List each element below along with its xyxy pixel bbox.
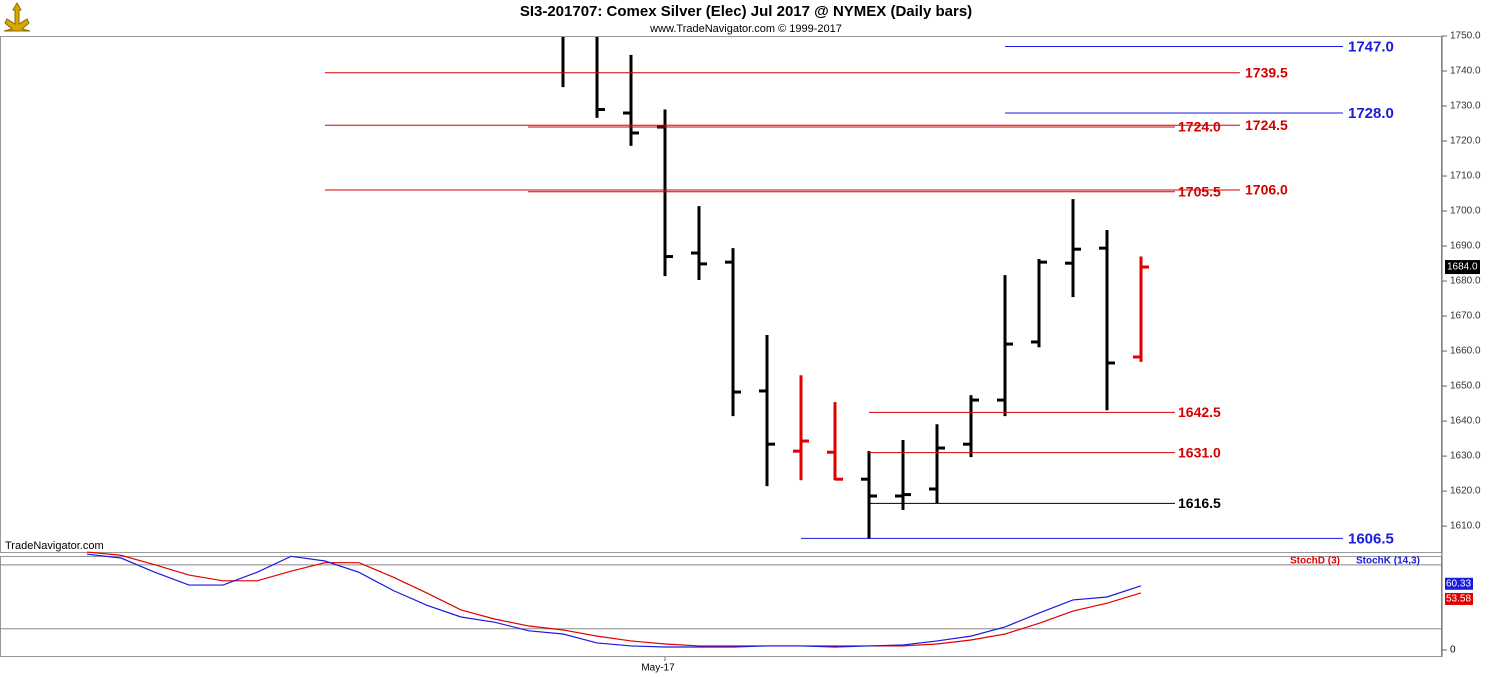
y-tick-label: 0 [1450, 645, 1456, 656]
y-tick-label: 1670.0 [1450, 311, 1481, 322]
y-tick-label: 1720.0 [1450, 136, 1481, 147]
chart-title: SI3-201707: Comex Silver (Elec) Jul 2017… [520, 3, 972, 20]
last-price-label: 1684.0 [1447, 262, 1478, 273]
y-tick-label: 1710.0 [1450, 171, 1481, 182]
level-label: 1706.0 [1245, 182, 1288, 198]
y-tick-label: 1750.0 [1450, 31, 1481, 42]
y-tick-label: 1740.0 [1450, 66, 1481, 77]
y-tick-label: 1690.0 [1450, 241, 1481, 252]
last-value-label: 53.58 [1446, 594, 1471, 605]
y-tick-label: 1680.0 [1450, 276, 1481, 287]
last-value-box [1445, 592, 1473, 605]
level-label: 1728.0 [1348, 105, 1394, 122]
chart-subtitle: www.TradeNavigator.com © 1999-2017 [649, 23, 842, 35]
level-label: 1724.5 [1245, 117, 1288, 133]
level-label: 1631.0 [1178, 444, 1221, 460]
y-tick-label: 1610.0 [1450, 521, 1481, 532]
stoch-line [86, 551, 1142, 647]
level-label: 1606.5 [1348, 530, 1394, 547]
stoch-line [86, 553, 1142, 648]
legend-entry: StochD (3) [1290, 556, 1340, 567]
level-label: 1616.5 [1178, 495, 1221, 511]
legend-entry: StochK (14,3) [1356, 556, 1420, 567]
level-label: 1747.0 [1348, 38, 1394, 55]
last-price-box [1445, 260, 1480, 275]
y-tick-label: 1640.0 [1450, 416, 1481, 427]
y-tick-label: 1660.0 [1450, 346, 1481, 357]
last-value-label: 60.33 [1446, 578, 1471, 589]
watermark: TradeNavigator.com [5, 540, 104, 552]
y-tick-label: 1700.0 [1450, 206, 1481, 217]
y-tick-label: 1730.0 [1450, 101, 1481, 112]
last-value-box [1445, 577, 1473, 590]
y-tick-label: 1650.0 [1450, 381, 1481, 392]
y-tick-label: 1620.0 [1450, 486, 1481, 497]
level-label: 1642.5 [1178, 404, 1221, 420]
y-tick-label: 1630.0 [1450, 451, 1481, 462]
x-tick-label: May-17 [641, 663, 675, 674]
level-label: 1724.0 [1178, 119, 1221, 135]
logo [3, 1, 31, 32]
level-label: 1739.5 [1245, 64, 1288, 80]
level-label: 1705.5 [1178, 183, 1221, 199]
